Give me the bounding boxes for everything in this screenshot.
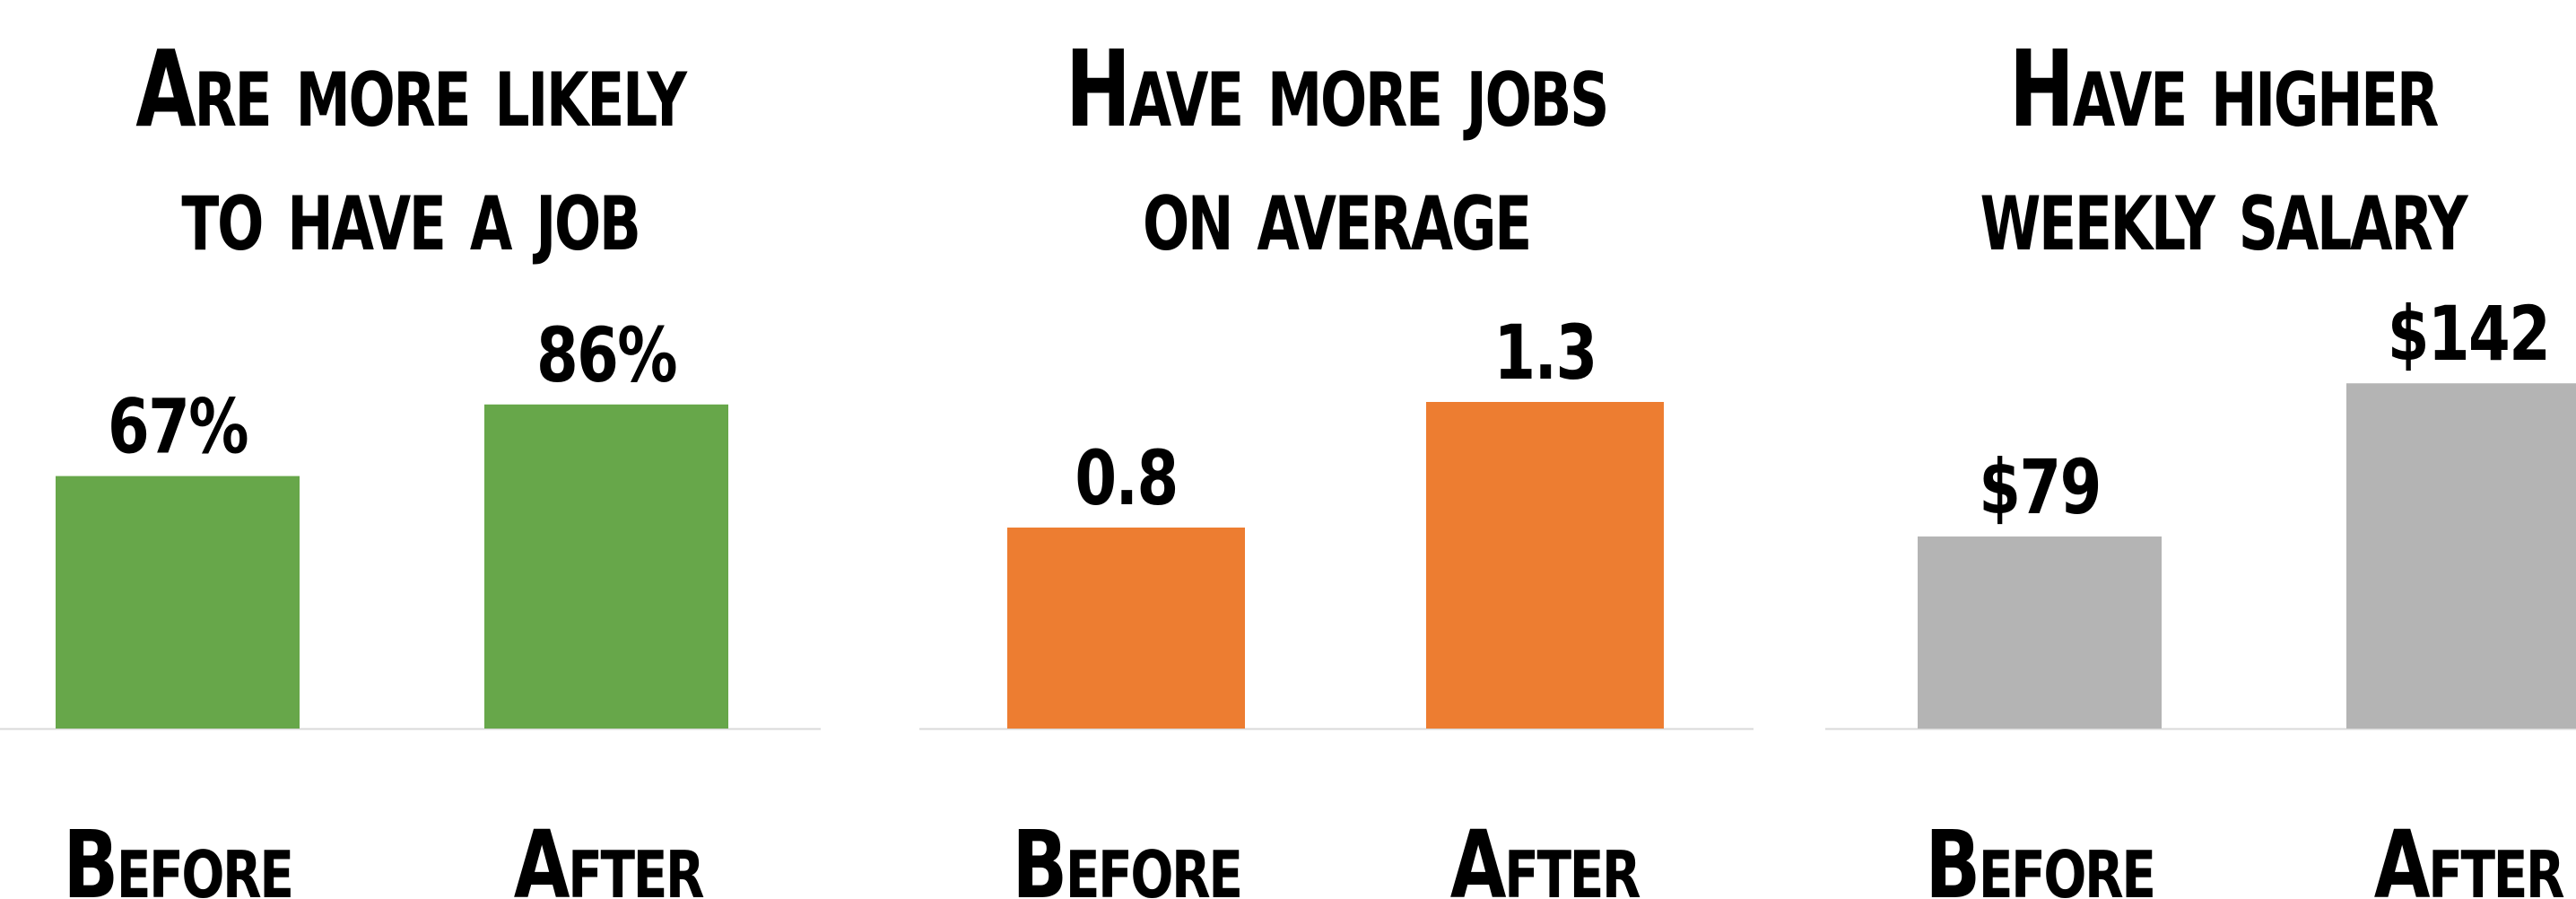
data-label: $142	[2388, 290, 2550, 378]
data-label: 0.8	[1075, 434, 1177, 522]
category-label: Before	[63, 810, 292, 899]
bar-chart-svg: 0.8 Before 1.3 After	[919, 309, 1754, 899]
data-label: 67%	[108, 382, 248, 470]
category-label: Before	[1012, 810, 1240, 899]
chart-panel-jobs: Have more jobs on average 0.8 Before 1.3 Af…	[919, 0, 1754, 899]
chart-title-line: to have a job	[181, 151, 640, 275]
category-label: Before	[1925, 810, 2154, 899]
category-label: After	[1450, 810, 1640, 899]
bar-after	[484, 404, 728, 729]
chart-title-line: Have higher	[2008, 27, 2439, 151]
chart-title-line: Are more likely	[135, 27, 687, 151]
category-label: After	[514, 810, 704, 899]
bar-chart-svg: 67% Before 86% After	[0, 310, 821, 899]
bar-chart-svg: $79 Before $142 After	[1825, 290, 2576, 899]
bar-before	[1007, 528, 1245, 729]
bar-before	[1918, 536, 2162, 729]
chart-title-line: weekly salary	[1980, 151, 2468, 275]
bar-after	[2346, 383, 2576, 729]
chart-panel-salary: Have higher weekly salary $79 Before $142 A…	[1825, 0, 2576, 899]
data-label: $79	[1979, 443, 2100, 531]
chart-title: Have more jobs on average	[1028, 27, 1645, 275]
chart-title-line: on average	[1143, 151, 1532, 275]
bar-after	[1426, 402, 1664, 729]
chart-title: Are more likely to have a job	[107, 27, 714, 275]
category-label: After	[2374, 810, 2564, 899]
chart-title-line: Have more jobs	[1065, 27, 1610, 151]
data-label: 86%	[536, 310, 676, 398]
bar-before	[56, 476, 300, 729]
chart-title: Have higher weekly salary	[1916, 27, 2531, 275]
data-label: 1.3	[1493, 309, 1596, 397]
chart-panel-employment: Are more likely to have a job 67% Before 8…	[0, 0, 821, 899]
